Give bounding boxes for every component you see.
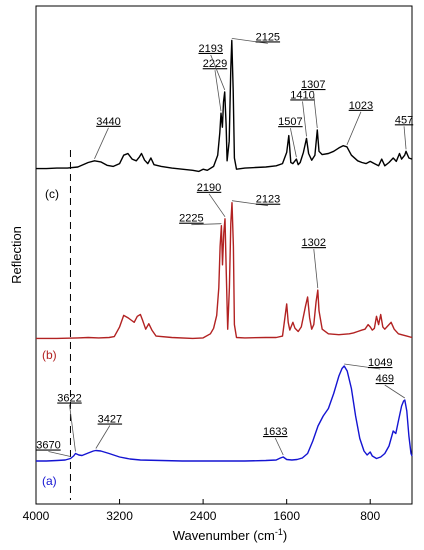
- annotation-leader: [95, 425, 111, 449]
- peak-annotation: 3670: [36, 440, 60, 452]
- peak-annotation: 1302: [302, 237, 326, 249]
- peak-annotation: 457: [395, 114, 413, 126]
- x-axis-title-main: Wavenumber (cm: [173, 528, 275, 543]
- series-layer: (c) (b) (a): [36, 39, 413, 488]
- y-axis-title: Reflection: [9, 226, 24, 284]
- annotation-leader: [214, 70, 222, 112]
- series-label-c: (c): [45, 187, 59, 201]
- annotation-leader: [69, 404, 76, 452]
- x-tick-label: 1600: [273, 509, 300, 523]
- series-line-a: [36, 365, 413, 462]
- annotation-leader: [210, 54, 226, 91]
- x-tick-label: 4000: [23, 509, 50, 523]
- x-axis-ticks: 4000 3200 2400 1600 800: [23, 499, 381, 523]
- peak-annotation: 3427: [98, 414, 122, 426]
- series-label-b: (b): [42, 348, 57, 362]
- plot-frame: [35, 5, 413, 505]
- peak-annotation: 1633: [263, 426, 287, 438]
- peak-annotation: 2190: [197, 182, 221, 194]
- annotation-leader: [94, 127, 109, 159]
- annotation-leader: [48, 451, 71, 457]
- annotation-leader: [302, 101, 307, 137]
- peak-annotation: 2123: [256, 194, 280, 206]
- peak-annotation: 1307: [301, 79, 325, 91]
- peak-annotation: 2229: [203, 58, 227, 70]
- annotation-leader: [384, 384, 406, 399]
- x-axis-title: Wavenumber (cm-1): [173, 527, 287, 543]
- x-tick-label: 3200: [106, 509, 133, 523]
- annotation-leader: [231, 38, 268, 44]
- x-tick-label: 2400: [190, 509, 217, 523]
- x-axis-title-close: ): [283, 528, 287, 543]
- annotation-leader: [346, 111, 362, 145]
- peak-annotation: 2225: [179, 213, 203, 225]
- series-label-a: (a): [42, 474, 57, 488]
- annotation-leader: [344, 363, 381, 370]
- peak-annotation: 469: [376, 373, 394, 385]
- peak-annotation: 1507: [278, 116, 302, 128]
- annotation-leader: [312, 90, 318, 129]
- peak-annotation: 3622: [57, 393, 81, 405]
- peak-annotation: 2193: [198, 43, 222, 55]
- annotation-leader: [191, 223, 222, 226]
- peak-annotation: 1410: [290, 89, 314, 101]
- annotation-leader: [403, 126, 407, 150]
- peak-annotation: 1023: [349, 100, 373, 112]
- peak-annotation: 3440: [96, 116, 120, 128]
- annotation-leader: [289, 128, 297, 158]
- peak-annotation: 2125: [256, 31, 280, 43]
- series-line-b: [36, 202, 413, 340]
- annotation-leader: [313, 249, 319, 289]
- annotation-leader: [274, 437, 284, 456]
- peak-annotation: 1049: [368, 357, 392, 369]
- annotation-leader: [208, 193, 226, 218]
- annotation-leader: [231, 200, 269, 207]
- x-tick-label: 800: [360, 509, 380, 523]
- x-axis-title-superscript: -1: [275, 527, 283, 537]
- series-line-c: [36, 39, 413, 173]
